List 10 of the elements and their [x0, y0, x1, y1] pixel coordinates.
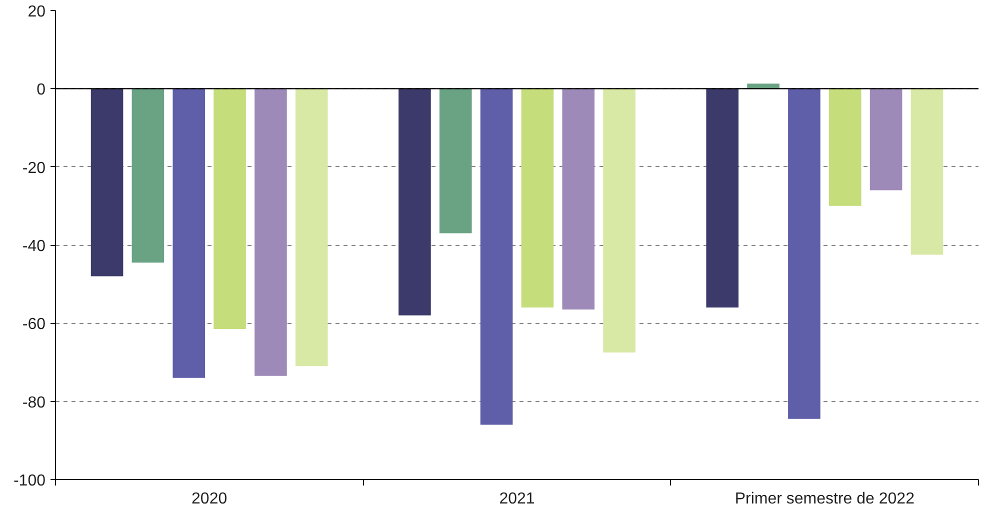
x-tick-label: 2020: [192, 490, 228, 508]
y-tick-label: -40: [22, 238, 46, 255]
x-tick-label: Primer semestre de 2022: [734, 490, 915, 508]
y-tick-label: -60: [22, 316, 46, 334]
y-tick-label: -80: [22, 394, 46, 412]
y-tick-label: -100: [13, 472, 46, 490]
y-tick-label: -20: [22, 160, 46, 177]
y-tick-label: 0: [36, 82, 46, 99]
x-tick-label: 2021: [499, 490, 535, 508]
y-tick-label: 20: [28, 4, 46, 20]
